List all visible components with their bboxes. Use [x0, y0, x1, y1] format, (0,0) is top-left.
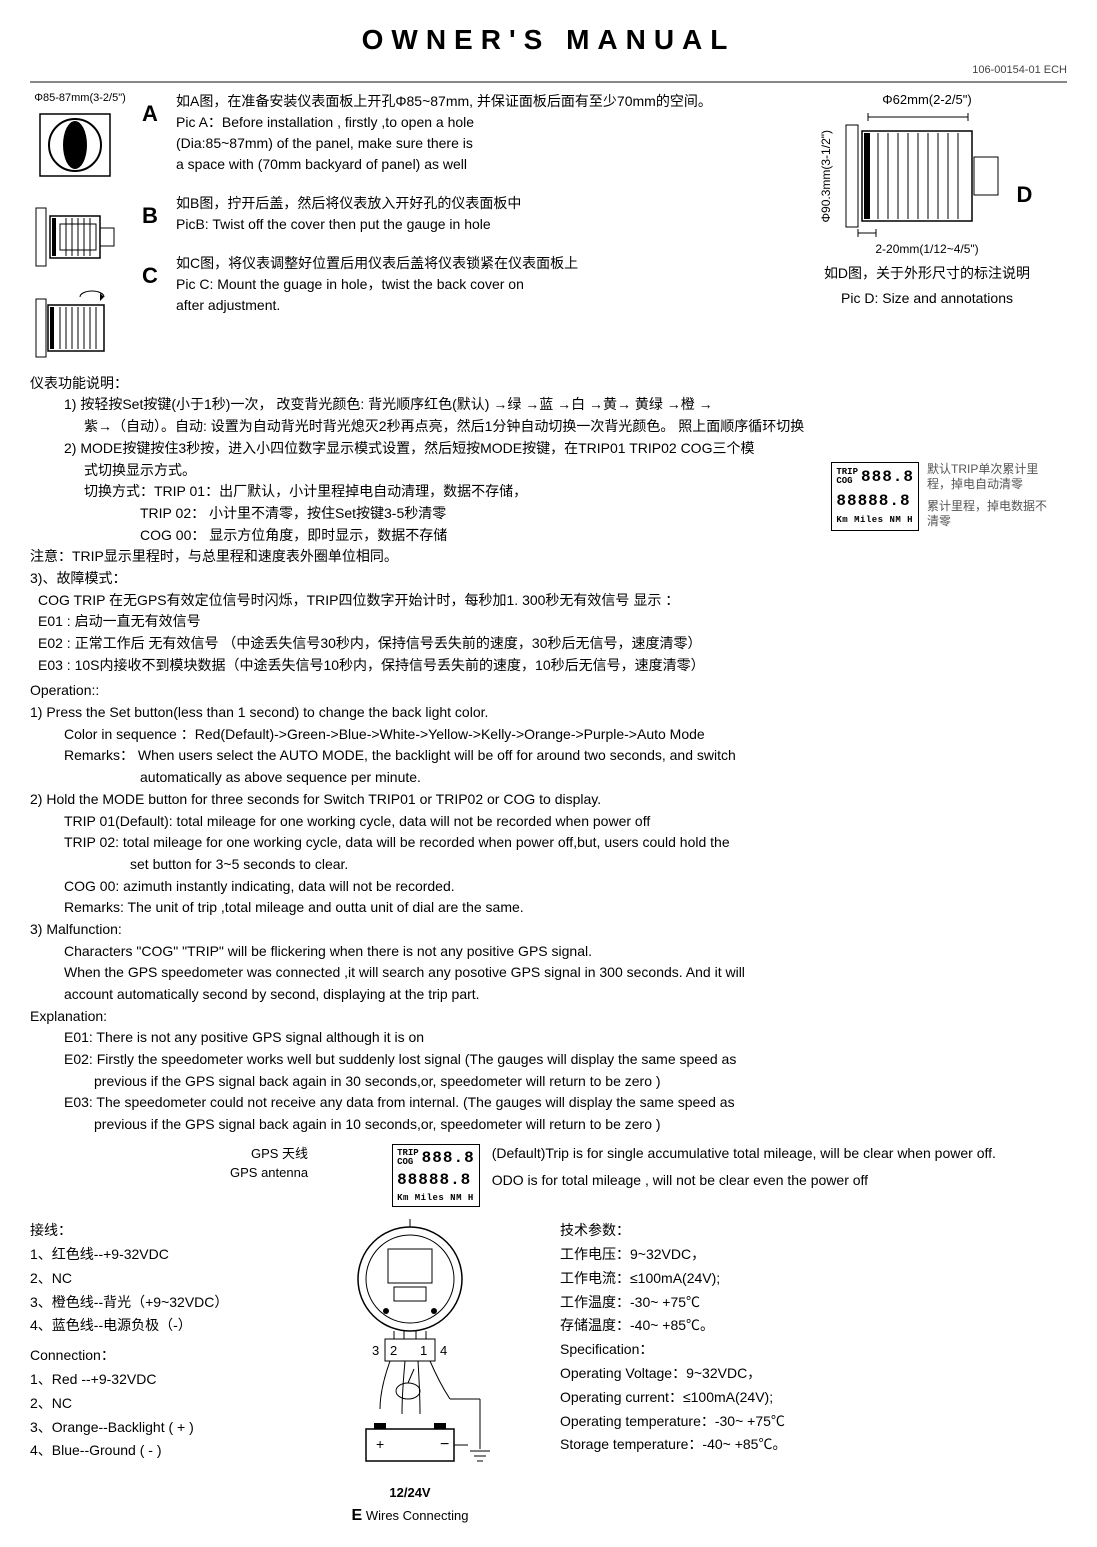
- op1r1: Remarks： When users select the AUTO MODE…: [30, 745, 1067, 767]
- wiring-diagram: 3 2 1 4 + −: [290, 1219, 530, 1479]
- spec-en2: Operating current：≤100mA(24V);: [560, 1386, 1067, 1410]
- svg-text:4: 4: [440, 1343, 447, 1358]
- pic-a-dimension: Φ85-87mm(3-2/5"): [30, 91, 130, 106]
- func1b: 紫→（自动）。自动: 设置为自动背光时背光熄灭2秒再点亮，然后1分钟自动切换一次…: [30, 416, 1067, 438]
- func3h: 3)、故障模式：: [30, 568, 1067, 590]
- wires-cn-head: 接线：: [30, 1219, 260, 1243]
- gps-label-cn: GPS 天线: [230, 1144, 308, 1164]
- pic-a-diagram: [30, 106, 120, 184]
- func1a: 1) 按轻按Set按键(小于1秒)一次， 改变背光颜色: 背光顺序红色(默认) …: [30, 394, 1067, 416]
- op1a: 1) Press the Set button(less than 1 seco…: [30, 702, 1067, 724]
- svg-text:3: 3: [372, 1343, 379, 1358]
- lcd-annot-top: 默认TRIP单次累计里程，掉电自动清零: [927, 462, 1047, 493]
- lcd-display-icon: TRIPCOG 888.8 88888.8 Km Miles NM H: [831, 462, 919, 532]
- op3a: Characters "COG" "TRIP" will be flickeri…: [30, 941, 1067, 963]
- op2f: Remarks: The unit of trip ,total mileage…: [30, 897, 1067, 919]
- wires-en3: 3、Orange--Backlight ( + ): [30, 1416, 260, 1440]
- svg-text:1: 1: [420, 1343, 427, 1358]
- e01en: E01: There is not any positive GPS signa…: [30, 1027, 1067, 1049]
- pic-d-dim-top: Φ62mm(2-2/5"): [787, 91, 1067, 109]
- e02en1: E02: Firstly the speedometer works well …: [30, 1049, 1067, 1071]
- pic-d-dim-left: Φ90.3mm(3-1/2"): [818, 130, 835, 223]
- wires-en4: 4、Blue--Ground ( - ): [30, 1439, 260, 1463]
- op1r2: automatically as above sequence per minu…: [30, 767, 1067, 789]
- pic-d-diagram: [838, 111, 1008, 241]
- op1b: Color in sequence ：Red(Default)->Green->…: [30, 724, 1067, 746]
- pic-a-text-en2: (Dia:85~87mm) of the panel, make sure th…: [176, 133, 712, 154]
- op3h: 3) Malfunction:: [30, 919, 1067, 941]
- spec-en1: Operating Voltage：9~32VDC，: [560, 1362, 1067, 1386]
- pic-b-text-cn: 如B图，拧开后盖，然后将仪表放入开好孔的仪表面板中: [176, 193, 521, 214]
- svg-text:+: +: [376, 1436, 384, 1452]
- op2d: set button for 3~5 seconds to clear.: [30, 854, 1067, 876]
- func3a: COG TRIP 在无GPS有效定位信号时闪烁，TRIP四位数字开始计时，每秒加…: [30, 590, 1067, 612]
- exp-head: Explanation:: [30, 1006, 1067, 1028]
- svg-text:−: −: [440, 1436, 449, 1453]
- pic-b-text-en: PicB: Twist off the cover then put the g…: [176, 214, 521, 235]
- spec-cn3: 工作温度：-30~ +75℃: [560, 1291, 1067, 1315]
- lcd-explain-block: GPS 天线 GPS antenna TRIPCOG 888.8 88888.8…: [230, 1144, 1067, 1207]
- op2a: 2) Hold the MODE button for three second…: [30, 789, 1067, 811]
- spec-en3: Operating temperature：-30~ +75℃: [560, 1410, 1067, 1434]
- pic-a-text-en1: Pic A：Before installation , firstly ,to …: [176, 112, 712, 133]
- spec-en-head: Specification：: [560, 1338, 1067, 1362]
- wires-en1: 1、Red --+9-32VDC: [30, 1368, 260, 1392]
- wires-cn4: 4、蓝色线--电源负极（-）: [30, 1314, 260, 1338]
- bottom-section: 接线： 1、红色线--+9-32VDC 2、NC 3、橙色线--背光（+9~32…: [30, 1219, 1067, 1527]
- lcd-annot-bot: 累计里程，掉电数据不清零: [927, 499, 1047, 530]
- pic-c-text-en1: Pic C: Mount the guage in hole，twist the…: [176, 274, 578, 295]
- wires-caption: Wires Connecting: [366, 1508, 469, 1523]
- e01cn: E01 : 启动一直无有效信号: [30, 611, 1067, 633]
- op3c: account automatically second by second, …: [30, 984, 1067, 1006]
- wires-cn3: 3、橙色线--背光（+9~32VDC）: [30, 1291, 260, 1315]
- label-b: B: [142, 193, 166, 232]
- op-head: Operation::: [30, 680, 1067, 702]
- e02cn: E02 : 正常工作后 无有效信号 （中途丢失信号30秒内，保持信号丢失前的速度…: [30, 633, 1067, 655]
- pic-a-text-cn: 如A图，在准备安装仪表面板上开孔Φ85~87mm, 并保证面板后面有至少70mm…: [176, 91, 712, 112]
- op2c: TRIP 02: total mileage for one working c…: [30, 832, 1067, 854]
- spec-cn2: 工作电流：≤100mA(24V);: [560, 1267, 1067, 1291]
- wires-cn2: 2、NC: [30, 1267, 260, 1291]
- e03en1: E03: The speedometer could not receive a…: [30, 1092, 1067, 1114]
- e03cn: E03 : 10S内接收不到模块数据（中途丢失信号10秒内，保持信号丢失前的速度…: [30, 655, 1067, 677]
- wires-cn1: 1、红色线--+9-32VDC: [30, 1243, 260, 1267]
- op3b: When the GPS speedometer was connected ,…: [30, 962, 1067, 984]
- page-title: OWNER'S MANUAL: [30, 20, 1067, 59]
- doc-number: 106-00154-01 ECH: [30, 63, 1067, 82]
- spec-cn1: 工作电压：9~32VDC，: [560, 1243, 1067, 1267]
- op2e: COG 00: azimuth instantly indicating, da…: [30, 876, 1067, 898]
- svg-text:2: 2: [390, 1343, 397, 1358]
- lcd-annot2: ODO is for total mileage , will not be c…: [492, 1171, 996, 1191]
- label-c: C: [142, 253, 166, 292]
- label-e: E: [352, 1507, 363, 1524]
- func2a: 2) MODE按键按住3秒按，进入小四位数字显示模式设置，然后短按MODE按键，…: [30, 438, 1067, 460]
- op2b: TRIP 01(Default): total mileage for one …: [30, 811, 1067, 833]
- lcd-annotation-float: TRIPCOG 888.8 88888.8 Km Miles NM H 默认TR…: [831, 462, 1047, 532]
- e02en2: previous if the GPS signal back again in…: [30, 1071, 1067, 1093]
- pic-d-dim-bottom: 2-20mm(1/12~4/5"): [787, 241, 1067, 258]
- e03en2: previous if the GPS signal back again in…: [30, 1114, 1067, 1136]
- spec-cn-head: 技术参数：: [560, 1219, 1067, 1243]
- gps-label-en: GPS antenna: [230, 1163, 308, 1183]
- pic-a-text-en3: a space with (70mm backyard of panel) as…: [176, 154, 712, 175]
- spec-en4: Storage temperature：-40~ +85℃。: [560, 1433, 1067, 1457]
- wires-en2: 2、NC: [30, 1392, 260, 1416]
- pic-d-caption-cn: 如D图，关于外形尺寸的标注说明: [787, 264, 1067, 284]
- wires-en-head: Connection：: [30, 1344, 260, 1368]
- lcd-display-icon-2: TRIPCOG 888.8 88888.8 Km Miles NM H: [392, 1144, 480, 1207]
- spec-cn4: 存储温度：-40~ +85℃。: [560, 1314, 1067, 1338]
- pic-b-diagram: [30, 198, 120, 276]
- pic-c-diagram: [30, 289, 120, 367]
- install-section: Φ85-87mm(3-2/5"): [30, 91, 1067, 373]
- label-a: A: [142, 91, 166, 130]
- pic-c-text-en2: after adjustment.: [176, 295, 578, 316]
- lcd-annot1: (Default)Trip is for single accumulative…: [492, 1144, 996, 1164]
- pic-d-caption-en: Pic D: Size and annotations: [787, 289, 1067, 309]
- note1: 注意：TRIP显示里程时，与总里程和速度表外圈单位相同。: [30, 546, 1067, 568]
- pic-c-text-cn: 如C图，将仪表调整好位置后用仪表后盖将仪表锁紧在仪表面板上: [176, 253, 578, 274]
- func-head: 仪表功能说明：: [30, 373, 1067, 395]
- label-d: D: [1012, 140, 1036, 211]
